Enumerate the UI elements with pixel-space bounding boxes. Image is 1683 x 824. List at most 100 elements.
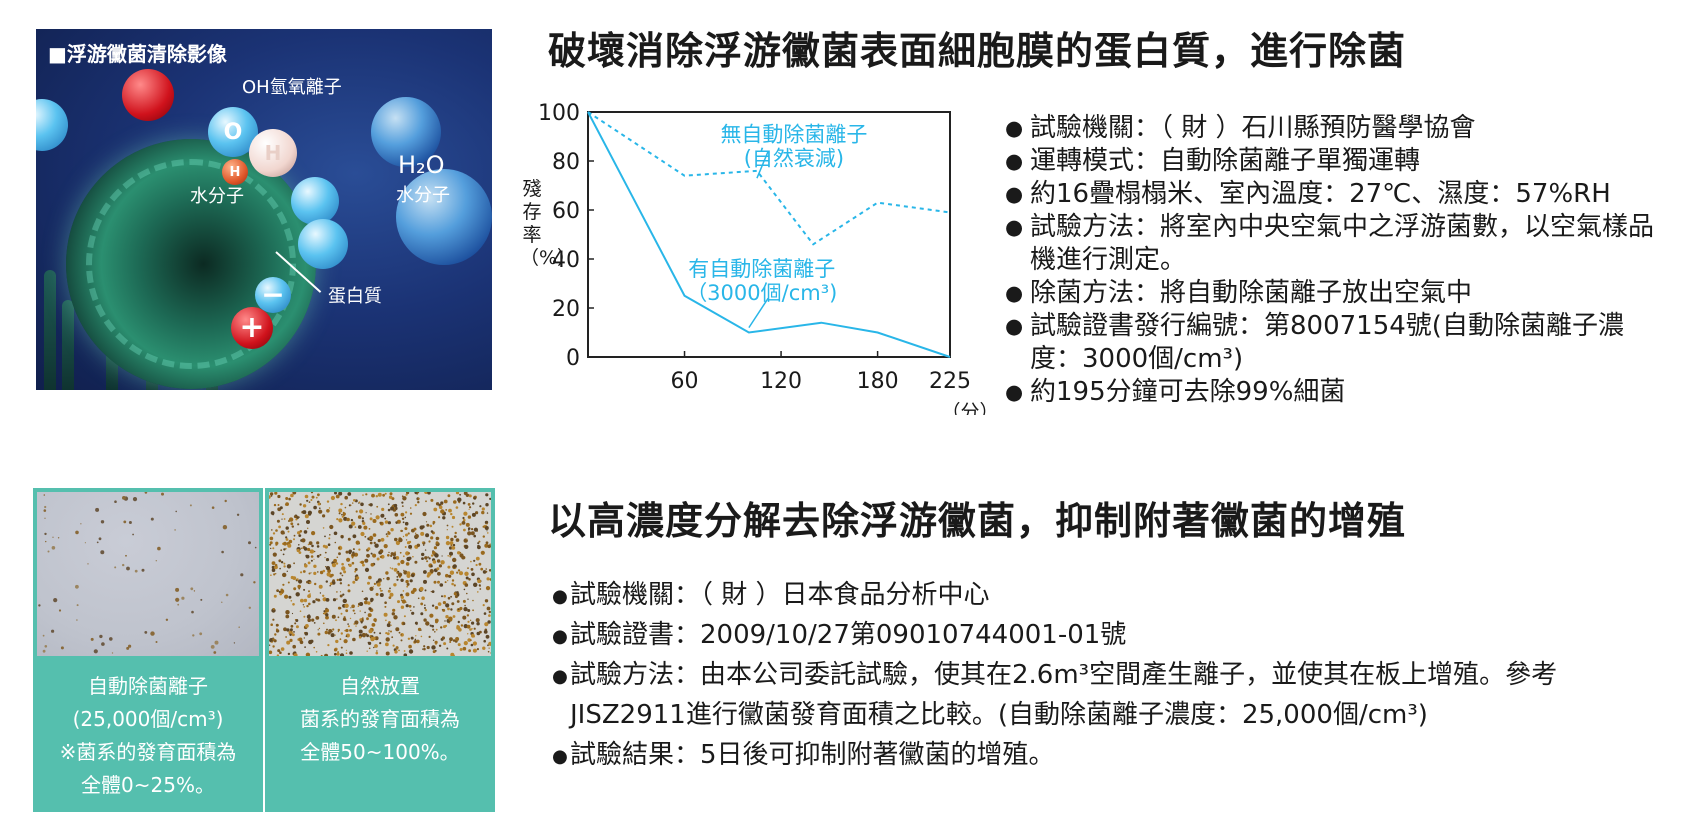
mold-speck xyxy=(298,544,300,546)
mold-speck xyxy=(283,548,285,550)
mold-speck xyxy=(458,569,460,571)
mold-speck xyxy=(377,558,380,561)
mold-speck xyxy=(38,604,40,606)
mold-speck xyxy=(323,613,324,614)
mold-speck xyxy=(353,499,356,502)
mold-speck xyxy=(290,494,294,498)
mold-speck xyxy=(326,558,329,561)
mold-speck xyxy=(270,541,273,544)
mold-speck xyxy=(331,633,335,637)
mold-speck xyxy=(281,647,285,651)
mold-speck xyxy=(464,641,468,645)
mold-speck xyxy=(422,649,423,650)
mold-speck xyxy=(462,517,464,519)
mold-speck xyxy=(425,549,426,550)
mold-speck xyxy=(358,605,360,607)
mold-speck xyxy=(44,494,46,496)
mold-speck xyxy=(479,631,482,634)
mold-speck xyxy=(368,504,370,506)
mold-speck xyxy=(445,615,448,618)
mold-speck xyxy=(385,571,388,574)
mold-speck xyxy=(393,583,396,586)
mold-speck xyxy=(466,539,467,540)
x-axis-label: （分） xyxy=(941,401,998,415)
mold-speck xyxy=(434,553,438,557)
mold-speck xyxy=(351,522,355,526)
mold-speck xyxy=(358,515,362,519)
mold-speck xyxy=(372,623,376,627)
mold-speck xyxy=(388,509,391,512)
mold-speck xyxy=(385,620,387,622)
mold-speck xyxy=(313,647,315,649)
mold-speck xyxy=(420,612,423,615)
mold-speck xyxy=(338,631,339,632)
mold-speck xyxy=(365,568,369,572)
mold-speck xyxy=(194,590,195,591)
mold-speck xyxy=(390,492,393,495)
mold-speck xyxy=(44,506,46,508)
mold-speck xyxy=(477,648,479,650)
mold-speck xyxy=(353,610,355,612)
mold-speck xyxy=(447,608,450,611)
mold-speck xyxy=(296,592,300,596)
mold-speck xyxy=(490,578,491,581)
mold-speck xyxy=(422,512,426,516)
mold-speck xyxy=(421,557,424,560)
mold-speck xyxy=(277,654,279,656)
mold-speck xyxy=(340,572,342,574)
mold-speck xyxy=(430,499,433,502)
mold-speck xyxy=(381,508,384,511)
mold-speck xyxy=(324,557,325,558)
mold-speck xyxy=(175,588,179,592)
mold-speck xyxy=(382,494,385,497)
mold-speck xyxy=(400,552,402,554)
mold-speck xyxy=(401,596,404,599)
mold-speck xyxy=(401,502,403,504)
mold-speck xyxy=(435,644,436,645)
mold-speck xyxy=(408,532,410,534)
mold-speck xyxy=(467,625,471,629)
water-molecule-label: 水分子 xyxy=(396,181,450,207)
mold-speck xyxy=(374,544,378,548)
mold-speck xyxy=(415,504,417,506)
mold-speck xyxy=(310,572,311,573)
mold-speck xyxy=(419,587,423,591)
mold-speck xyxy=(350,505,351,506)
mold-speck xyxy=(314,583,316,585)
mold-speck xyxy=(405,534,408,537)
mold-speck xyxy=(348,584,350,586)
mold-speck xyxy=(445,581,447,583)
mold-speck xyxy=(280,506,283,509)
list-item: 試驗機關：（ 財 ）石川縣預防醫學協會 xyxy=(1005,112,1665,145)
mold-speck xyxy=(486,586,490,590)
mold-speck xyxy=(390,507,394,511)
caption-line: 全體50~100%。 xyxy=(269,736,491,769)
mold-speck xyxy=(463,607,467,611)
mold-speck xyxy=(276,628,278,630)
mold-speck xyxy=(52,546,56,550)
mold-speck xyxy=(442,516,445,519)
mold-speck xyxy=(273,573,275,575)
mold-speck xyxy=(272,568,276,572)
mold-speck xyxy=(400,560,404,564)
mold-speck xyxy=(142,569,145,572)
mold-speck xyxy=(385,643,389,647)
mold-speck xyxy=(238,626,240,628)
mold-speck xyxy=(448,494,451,497)
mold-speck xyxy=(435,606,438,609)
mold-speck xyxy=(450,619,453,622)
mold-speck xyxy=(283,565,285,567)
mold-speck xyxy=(437,559,440,562)
mold-speck xyxy=(190,587,193,590)
mold-speck xyxy=(356,541,360,545)
illustration-title: ■浮游黴菌清除影像 xyxy=(48,38,227,67)
mold-speck xyxy=(443,642,446,645)
mold-speck xyxy=(387,532,390,535)
mold-speck xyxy=(275,529,278,532)
mold-speck xyxy=(405,517,407,519)
water-bubble xyxy=(298,219,348,269)
mold-speck xyxy=(362,494,364,496)
mold-speck xyxy=(234,642,235,643)
mold-speck xyxy=(398,573,402,577)
mold-speck xyxy=(458,621,460,623)
